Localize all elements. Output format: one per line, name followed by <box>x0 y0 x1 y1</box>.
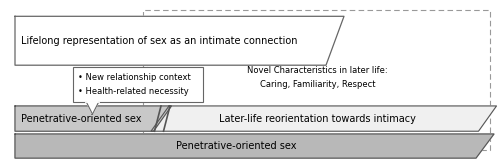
Polygon shape <box>15 16 344 65</box>
Polygon shape <box>15 106 172 131</box>
Text: Penetrative-oriented sex: Penetrative-oriented sex <box>176 141 296 151</box>
Text: • New relationship context
• Health-related necessity: • New relationship context • Health-rela… <box>78 73 191 96</box>
Polygon shape <box>86 102 99 114</box>
Text: Novel Characteristics in later life:
Caring, Familiarity, Respect: Novel Characteristics in later life: Car… <box>247 66 388 89</box>
Text: Penetrative-oriented sex: Penetrative-oriented sex <box>21 114 142 124</box>
Text: Lifelong representation of sex as an intimate connection: Lifelong representation of sex as an int… <box>21 36 297 46</box>
Polygon shape <box>151 106 497 131</box>
Polygon shape <box>15 134 494 158</box>
FancyBboxPatch shape <box>72 67 202 102</box>
Text: Later-life reorientation towards intimacy: Later-life reorientation towards intimac… <box>219 114 416 124</box>
